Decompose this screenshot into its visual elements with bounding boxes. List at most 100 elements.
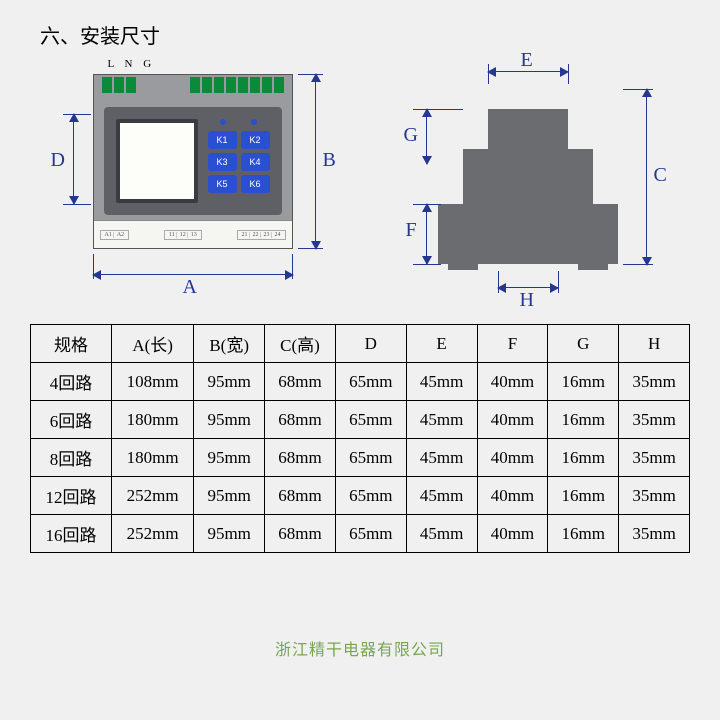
table-row: 12回路252mm95mm68mm65mm45mm40mm16mm35mm [31,477,690,515]
table-cell: 35mm [619,363,690,401]
table-cell: 65mm [335,401,406,439]
table-row: 16回路252mm95mm68mm65mm45mm40mm16mm35mm [31,515,690,553]
terminal-icon [238,77,248,93]
dim-arrow-g [426,109,427,164]
lcd-screen [116,119,198,203]
table-header-cell: D [335,325,406,363]
table-header-cell: H [619,325,690,363]
watermark: 浙江精干电器有限公司 [275,636,445,660]
dim-arrow-d [73,114,74,204]
table-cell: 40mm [477,477,548,515]
terminal-icon [114,77,124,93]
table-cell: 65mm [335,515,406,553]
table-cell: 6回路 [31,401,112,439]
table-cell: 180mm [112,439,194,477]
table-row: 4回路108mm95mm68mm65mm45mm40mm16mm35mm [31,363,690,401]
table-cell: 16回路 [31,515,112,553]
terminal-icon [126,77,136,93]
dim-label-a: A [183,276,197,299]
side-step-mid [463,149,593,204]
table-cell: 16mm [548,401,619,439]
table-cell: 4回路 [31,363,112,401]
button-grid: K1 K2 K3 K4 K5 K6 [208,131,270,193]
lng-label: L N G [108,58,156,70]
terminal-icon [262,77,272,93]
dim-label-h: H [520,289,534,312]
table-cell: 108mm [112,363,194,401]
table-cell: 95mm [194,401,265,439]
led-icon [220,119,226,125]
table-cell: 35mm [619,401,690,439]
table-cell: 45mm [406,477,477,515]
terminal-icon [190,77,200,93]
table-cell: 12回路 [31,477,112,515]
lcd-panel: K1 K2 K3 K4 K5 K6 [104,107,282,215]
dim-arrow-h [498,287,558,288]
table-row: 8回路180mm95mm68mm65mm45mm40mm16mm35mm [31,439,690,477]
table-cell: 35mm [619,515,690,553]
button-k5: K5 [208,175,237,193]
table-cell: 16mm [548,515,619,553]
device-housing-front: K1 K2 K3 K4 K5 K6 A1A2 111213 21222324 [93,74,293,249]
table-cell: 45mm [406,363,477,401]
table-header-cell: B(宽) [194,325,265,363]
table-header-cell: F [477,325,548,363]
dim-label-f: F [406,219,417,242]
table-cell: 35mm [619,439,690,477]
table-cell: 95mm [194,363,265,401]
button-k4: K4 [241,153,270,171]
table-cell: 68mm [265,477,336,515]
table-header-cell: E [406,325,477,363]
dim-arrow-c [646,89,647,265]
table-cell: 65mm [335,477,406,515]
table-cell: 16mm [548,439,619,477]
terminal-icon [202,77,212,93]
table-cell: 40mm [477,515,548,553]
dim-label-d: D [51,149,65,172]
table-cell: 40mm [477,401,548,439]
table-header-cell: C(高) [265,325,336,363]
table-body: 4回路108mm95mm68mm65mm45mm40mm16mm35mm6回路1… [31,363,690,553]
led-icon [251,119,257,125]
diagrams-area: L N G [20,59,700,304]
table-cell: 252mm [112,515,194,553]
button-k6: K6 [241,175,270,193]
table-row: 6回路180mm95mm68mm65mm45mm40mm16mm35mm [31,401,690,439]
table-cell: 65mm [335,363,406,401]
table-cell: 95mm [194,515,265,553]
table-cell: 65mm [335,439,406,477]
dimensions-table: 规格A(长)B(宽)C(高)DEFGH 4回路108mm95mm68mm65mm… [30,324,690,553]
dim-arrow-f [426,204,427,264]
table-cell: 180mm [112,401,194,439]
terminal-icon [274,77,284,93]
table-cell: 35mm [619,477,690,515]
section-title: 六、安装尺寸 [20,20,700,49]
terminal-icon [102,77,112,93]
dim-arrow-a [93,274,293,275]
table-cell: 68mm [265,401,336,439]
button-k1: K1 [208,131,237,149]
side-step-base [438,204,618,264]
dim-label-b: B [323,149,336,172]
table-cell: 95mm [194,477,265,515]
terminal-row-top [94,77,292,97]
terminal-icon [250,77,260,93]
table-cell: 45mm [406,439,477,477]
table-cell: 45mm [406,515,477,553]
side-view: E C G F H [378,59,668,304]
table-cell: 8回路 [31,439,112,477]
dim-label-e: E [521,49,533,72]
table-cell: 252mm [112,477,194,515]
dim-arrow-b [315,74,316,249]
table-cell: 68mm [265,515,336,553]
side-profile [438,89,618,264]
table-cell: 40mm [477,439,548,477]
dim-label-g: G [404,124,418,147]
button-k3: K3 [208,153,237,171]
table-cell: 16mm [548,477,619,515]
table-header-row: 规格A(长)B(宽)C(高)DEFGH [31,325,690,363]
button-k2: K2 [241,131,270,149]
table-cell: 40mm [477,363,548,401]
side-step-top [488,109,568,149]
table-cell: 45mm [406,401,477,439]
